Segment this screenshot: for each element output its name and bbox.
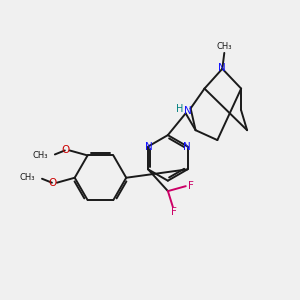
Text: O: O xyxy=(62,146,70,155)
Text: N: N xyxy=(145,142,153,152)
Text: N: N xyxy=(184,106,191,116)
Text: F: F xyxy=(171,207,177,217)
Text: H: H xyxy=(176,104,183,114)
Text: N: N xyxy=(183,142,190,152)
Text: N: N xyxy=(218,63,226,73)
Text: CH₃: CH₃ xyxy=(20,173,35,182)
Text: F: F xyxy=(188,181,194,191)
Text: CH₃: CH₃ xyxy=(217,43,232,52)
Text: O: O xyxy=(49,178,57,188)
Text: CH₃: CH₃ xyxy=(32,151,48,160)
